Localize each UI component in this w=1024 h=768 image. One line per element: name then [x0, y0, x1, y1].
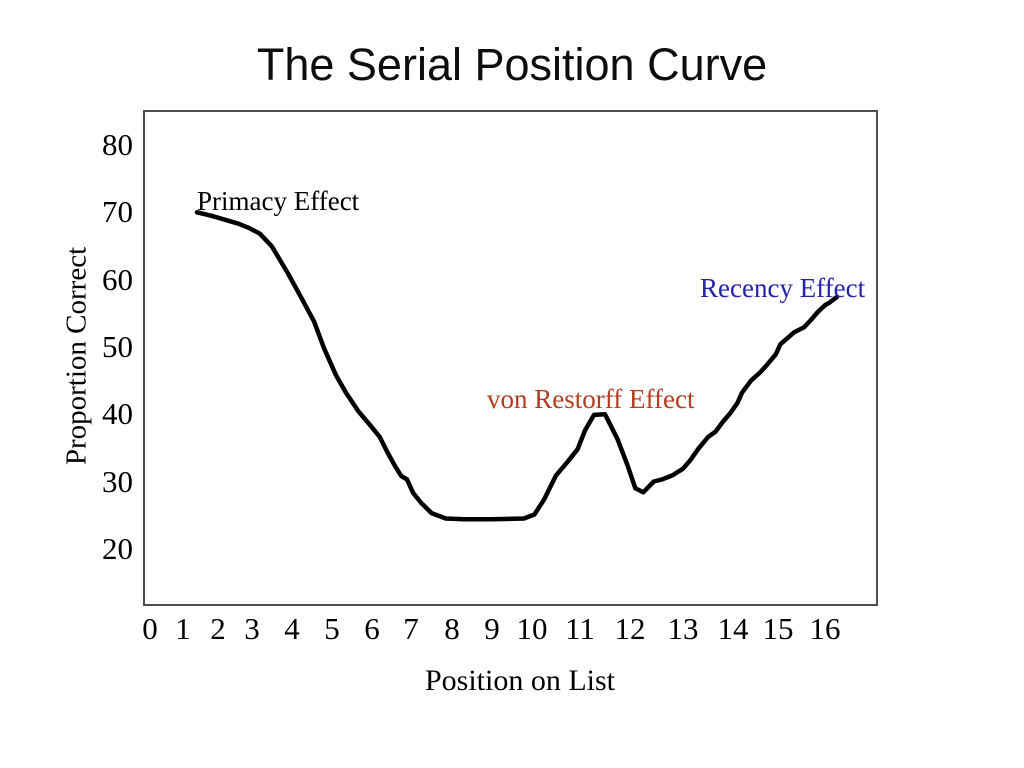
x-tick-label: 10: [516, 611, 548, 646]
x-tick-label: 0: [142, 611, 158, 646]
y-tick-label: 20: [102, 530, 133, 566]
y-tick-label: 70: [102, 194, 133, 230]
x-tick-label: 15: [762, 611, 794, 646]
recency-effect-label: Recency Effect: [700, 273, 866, 303]
x-tick-label: 13: [667, 611, 699, 646]
chart-title: The Serial Position Curve: [256, 39, 768, 90]
von-restorff-effect-label: von Restorff Effect: [487, 384, 695, 414]
x-tick-label: 14: [717, 611, 749, 646]
y-tick-label: 30: [102, 463, 133, 499]
x-tick-label: 7: [403, 611, 419, 646]
x-tick-label: 8: [444, 611, 460, 646]
y-tick-label: 50: [102, 328, 133, 364]
x-axis-title: Position on List: [424, 664, 616, 697]
x-tick-label: 2: [210, 611, 226, 646]
y-tick-label: 40: [102, 396, 133, 432]
x-tick-label: 11: [565, 611, 595, 646]
y-tick-label: 80: [102, 127, 133, 162]
y-tick-label: 60: [102, 261, 133, 297]
x-tick-label: 9: [484, 611, 500, 646]
x-tick-label: 6: [364, 611, 380, 646]
y-axis-title: Proportion Correct: [60, 246, 93, 466]
x-tick-label: 16: [809, 611, 841, 646]
x-tick-label: 5: [324, 611, 340, 646]
x-tick-label: 4: [284, 611, 300, 646]
x-tick-label: 3: [244, 611, 260, 646]
x-tick-label: 12: [614, 611, 646, 646]
primacy-effect-label: Primacy Effect: [197, 186, 360, 216]
x-tick-label: 1: [175, 611, 191, 646]
